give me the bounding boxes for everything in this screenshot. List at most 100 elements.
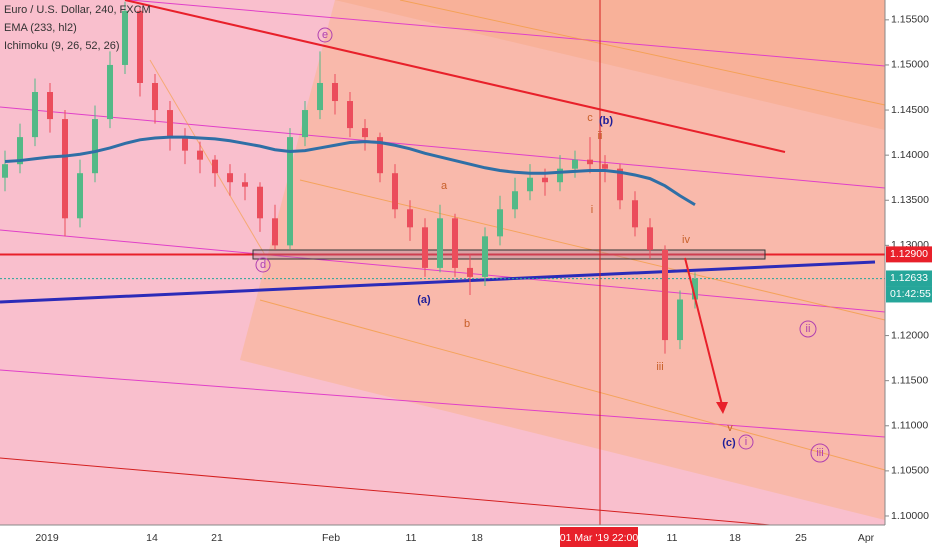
time-axis: [0, 525, 885, 550]
candle-body: [377, 137, 383, 174]
trendline: [0, 369, 886, 438]
countdown: 01:42:55: [890, 288, 931, 300]
level-price-box: [886, 246, 932, 263]
candle-body: [77, 173, 83, 219]
circle: [810, 443, 830, 463]
support-line: [0, 260, 876, 304]
trendline: [0, 229, 886, 313]
x-tick-label: Apr: [858, 532, 875, 544]
annotation: v: [727, 422, 733, 434]
candle-body: [602, 164, 608, 169]
annotation: (a): [417, 294, 431, 306]
y-tick-label: 1.13500: [891, 194, 929, 206]
candle-body: [272, 218, 278, 246]
x-tick-label: 2019: [35, 532, 59, 544]
candle-body: [392, 173, 398, 210]
x-tick-label: 18: [471, 532, 483, 544]
candle-body: [512, 191, 518, 210]
annotation: a: [441, 180, 448, 192]
y-tick-label: 1.10500: [891, 465, 929, 477]
y-tick-label: 1.14500: [891, 104, 929, 116]
annotation: d: [260, 259, 266, 271]
circle: [317, 27, 333, 43]
ema-line: [4, 135, 696, 207]
annotation: iii: [656, 361, 663, 373]
arrow: [684, 257, 723, 406]
trendline: [129, 0, 886, 67]
candle-body: [227, 173, 233, 183]
candle-body: [287, 137, 293, 246]
candle-body: [197, 150, 203, 160]
candle-body: [497, 209, 503, 237]
candle-body: [632, 200, 638, 228]
candle-body: [182, 137, 188, 151]
y-tick-label: 1.12000: [891, 329, 929, 341]
candle-body: [482, 236, 488, 277]
y-tick-label: 1.11000: [891, 420, 928, 432]
annotation: iv: [682, 234, 690, 246]
candle-body: [47, 92, 53, 120]
candle-body: [437, 218, 443, 268]
candles: [2, 1, 698, 354]
x-tick-label: 21: [211, 532, 223, 544]
candle-body: [422, 227, 428, 268]
candle-body: [557, 168, 563, 183]
candle-body: [242, 182, 248, 187]
candle-body: [347, 101, 353, 129]
y-tick-label: 1.15000: [891, 59, 929, 71]
candle-body: [572, 159, 578, 169]
channel-upper: [335, 0, 885, 130]
y-tick-label: 1.14000: [891, 149, 929, 161]
candle-body: [122, 10, 128, 65]
candle-body: [677, 299, 683, 341]
candle-body: [587, 159, 593, 165]
x-tick-label: 11: [406, 532, 417, 544]
trendline: [149, 59, 266, 256]
trendline: [399, 0, 886, 106]
candle-body: [647, 227, 653, 250]
annotation: i: [591, 204, 593, 216]
annotation: e: [322, 29, 328, 41]
candle-body: [617, 168, 623, 201]
circle: [799, 320, 817, 338]
candle-body: [137, 10, 143, 83]
candle-body: [302, 110, 308, 138]
crosshair-label-box: [560, 527, 638, 547]
resistance-line: [124, 0, 786, 153]
y-tick-label: 1.10000: [891, 510, 929, 522]
candle-body: [62, 119, 68, 219]
circle: [255, 257, 271, 273]
candle-body: [152, 82, 158, 111]
candle-body: [92, 119, 98, 174]
crosshair-label: 01 Mar '19 22:00: [560, 532, 639, 544]
trendline: [0, 457, 771, 526]
x-tick-label: 11: [667, 532, 678, 544]
annotations: e d c (b) ii a i iv (a) b iii v (c) i ii…: [255, 27, 830, 463]
annotation: iii: [816, 447, 823, 459]
candle-body: [467, 267, 473, 277]
candle-body: [107, 64, 113, 120]
annotation: (c): [722, 437, 736, 449]
annotation: (b): [599, 115, 613, 127]
annotation: b: [464, 318, 470, 330]
candle-body: [662, 249, 668, 341]
candle-body: [362, 128, 368, 138]
level-price: 1.12900: [890, 248, 928, 260]
candle-body: [527, 177, 533, 192]
candle-body: [257, 186, 263, 219]
x-tick-label: 25: [795, 532, 807, 544]
candle-body: [32, 92, 38, 138]
zone: [252, 249, 766, 260]
arrow-head: [716, 402, 728, 414]
y-axis: 1.155001.150001.145001.140001.135001.130…: [885, 14, 932, 522]
legend-title: Euro / U.S. Dollar, 240, FXCM: [4, 4, 151, 16]
candle-body: [212, 159, 218, 174]
candle-body: [2, 164, 8, 178]
candle-body: [332, 82, 338, 102]
x-tick-label: 14: [146, 532, 158, 544]
trendline: [259, 299, 886, 471]
y-tick-label: 1.15500: [891, 14, 929, 26]
trendline: [0, 106, 886, 189]
